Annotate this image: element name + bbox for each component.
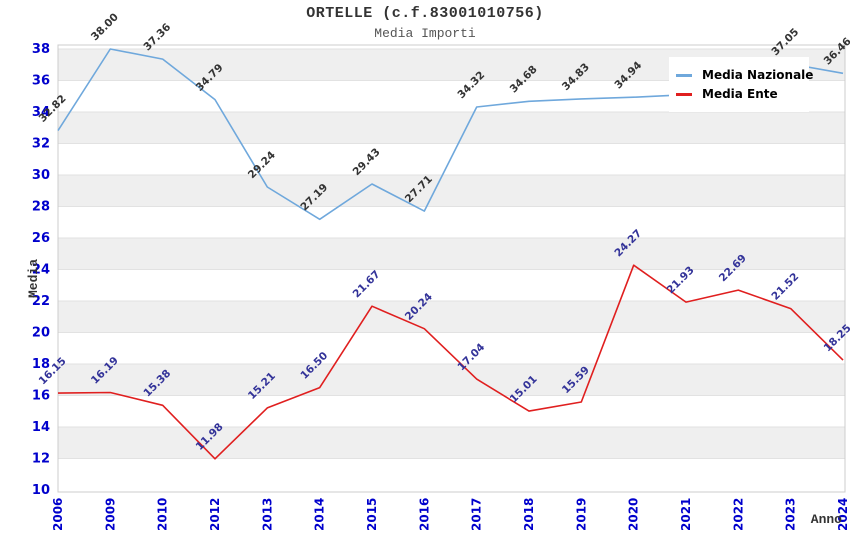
x-tick-label: 2020	[627, 498, 641, 531]
y-tick-label: 10	[32, 483, 50, 498]
x-tick-label: 2015	[365, 498, 379, 531]
x-axis-title: Anno	[810, 512, 842, 527]
x-tick-label: 2012	[208, 498, 222, 531]
legend-label: Media Ente	[702, 87, 778, 101]
grid-band	[58, 175, 845, 207]
legend-label: Media Nazionale	[702, 68, 814, 82]
x-tick-label: 2014	[313, 498, 327, 531]
y-tick-label: 22	[32, 294, 50, 309]
y-axis-title: Media	[26, 258, 42, 299]
x-tick-label: 2024	[836, 498, 850, 531]
grid-band	[58, 427, 845, 459]
x-tick-label: 2016	[417, 498, 431, 531]
grid-band	[58, 301, 845, 333]
grid-band	[58, 238, 845, 270]
x-tick-label: 2019	[574, 498, 588, 531]
legend-item-media-ente: Media Ente	[676, 86, 801, 102]
x-tick-label: 2021	[679, 498, 693, 531]
y-tick-label: 30	[32, 168, 50, 183]
plot-border	[57, 44, 846, 493]
y-tick-label: 18	[32, 357, 50, 372]
x-tick-label: 2017	[470, 498, 484, 531]
ente-line	[57, 264, 844, 460]
y-tick-label: 38	[32, 42, 50, 57]
legend-item-media-nazionale: Media Nazionale	[676, 67, 813, 83]
data-label-ente: 21.67	[351, 268, 383, 300]
x-tick-label: 2009	[103, 498, 117, 531]
x-tick-label: 2023	[784, 498, 798, 531]
y-tick-label: 26	[32, 231, 50, 246]
y-tick-label: 24	[32, 263, 50, 278]
ente-line-swatch-icon	[676, 92, 692, 96]
y-tick-label: 14	[32, 420, 50, 435]
chart-subtitle: Media Importi	[374, 26, 476, 41]
x-tick-label: 2022	[731, 498, 745, 531]
data-label-ente: 21.52	[769, 271, 801, 303]
y-tick-label: 32	[32, 137, 50, 152]
data-label-nazionale: 29.43	[351, 146, 383, 178]
y-tick-label: 12	[32, 452, 50, 467]
x-tick-label: 2010	[156, 498, 170, 531]
x-tick-label: 2013	[260, 498, 274, 531]
chart-title: ORTELLE (c.f.83001010756)	[306, 5, 544, 22]
x-tick-label: 2018	[522, 498, 536, 531]
y-tick-label: 28	[32, 200, 50, 215]
y-tick-label: 20	[32, 326, 50, 341]
y-tick-label: 34	[32, 105, 50, 120]
nazionale-line-swatch-icon	[676, 73, 692, 77]
legend: Media Nazionale Media Ente	[669, 57, 813, 112]
x-tick-label: 2006	[51, 498, 65, 531]
y-tick-label: 16	[32, 389, 50, 404]
y-tick-label: 36	[32, 74, 50, 89]
grid-band	[58, 364, 845, 396]
grid-band	[58, 112, 845, 144]
